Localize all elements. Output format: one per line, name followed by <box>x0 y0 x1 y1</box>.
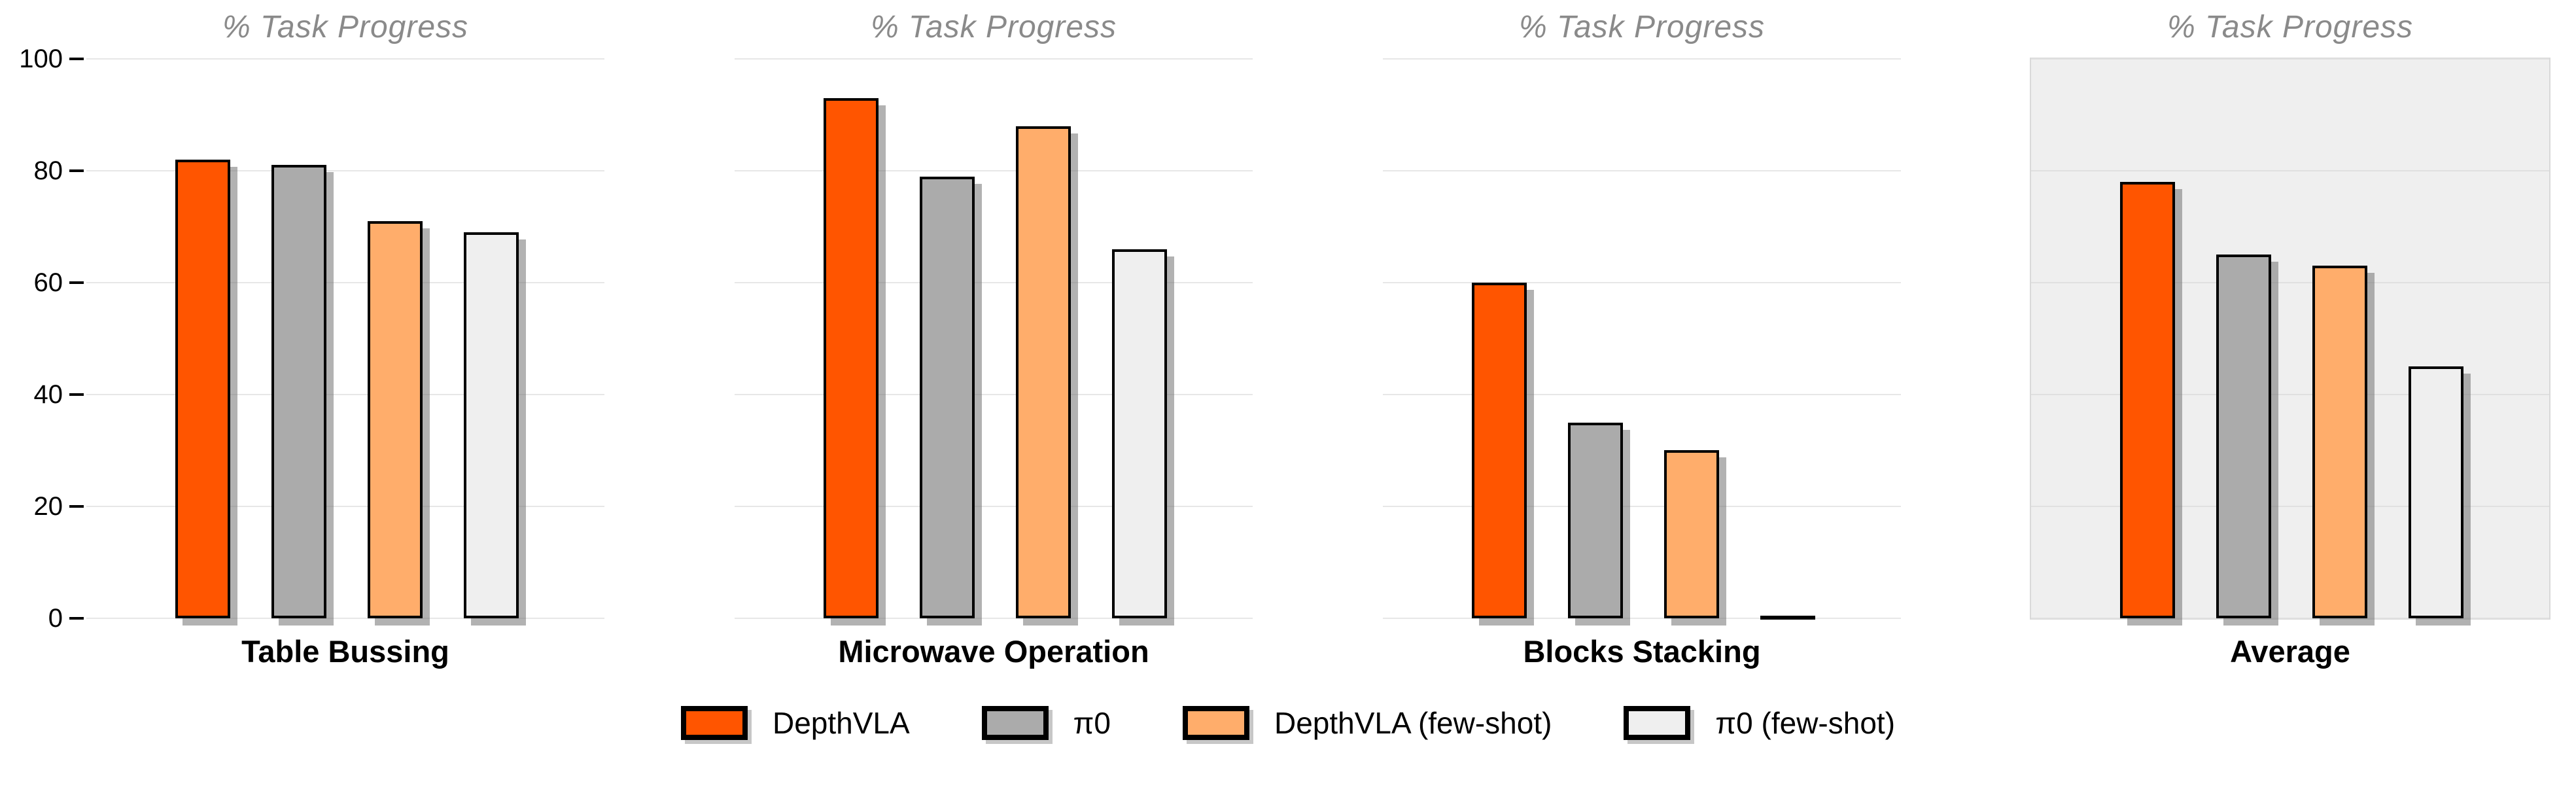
bar-depthvla-table-bussing <box>175 160 230 618</box>
legend-swatch-depthvla <box>680 706 748 740</box>
gridline-100 <box>735 58 1253 60</box>
y-tick-label-0: 0 <box>48 604 63 633</box>
gridline-100 <box>2031 58 2549 60</box>
bar-0-table-bussing <box>271 165 326 618</box>
bar-0-few-shot-microwave-operation <box>1112 249 1167 618</box>
y-tick-label-40: 40 <box>33 380 63 409</box>
y-tick-mark-80 <box>69 169 84 172</box>
gridline-0 <box>735 618 1253 619</box>
x-axis-label-average: Average <box>2230 634 2350 669</box>
bar-depthvla-few-shot-blocks-stacking <box>1664 450 1719 618</box>
gridline-0 <box>2031 618 2549 619</box>
x-axis-label-table-bussing: Table Bussing <box>241 634 449 669</box>
bar-0-blocks-stacking <box>1568 423 1623 618</box>
gridline-100 <box>1383 58 1901 60</box>
legend-item-depthvla: DepthVLA <box>680 705 910 741</box>
gridline-40 <box>1383 394 1901 395</box>
gridline-20 <box>86 506 604 507</box>
y-tick-label-80: 80 <box>33 156 63 185</box>
gridline-40 <box>86 394 604 395</box>
gridline-20 <box>735 506 1253 507</box>
bar-0-few-shot-table-bussing <box>464 232 519 618</box>
panel-blocks-stacking: % Task Progress Blocks Stacking <box>1383 0 1901 687</box>
legend-label-depthvla: DepthVLA <box>772 706 910 740</box>
legend: DepthVLA π0 DepthVLA (few-shot) π0 (few-sho… <box>0 705 2576 741</box>
legend-item-depthvla-few-shot: DepthVLA (few-shot) <box>1183 705 1552 741</box>
legend-label-0: π0 <box>1073 706 1111 740</box>
panel-average: % Task Progress Average <box>2030 0 2550 687</box>
bar-0-average <box>2216 255 2271 618</box>
gridline-60 <box>86 282 604 283</box>
legend-swatch-0-few-shot <box>1624 706 1691 740</box>
gridline-40 <box>735 394 1253 395</box>
y-tick-label-20: 20 <box>33 492 63 521</box>
plot-area-blocks-stacking <box>1383 58 1901 620</box>
legend-label-0-few-shot: π0 (few-shot) <box>1715 706 1896 740</box>
plot-area-average <box>2030 58 2550 620</box>
gridline-80 <box>2031 170 2549 171</box>
panel-title: % Task Progress <box>222 10 469 44</box>
gridline-20 <box>1383 506 1901 507</box>
gridline-0 <box>1383 618 1901 619</box>
bar-depthvla-blocks-stacking <box>1472 283 1527 618</box>
y-tick-mark-60 <box>69 281 84 284</box>
y-tick-label-100: 100 <box>19 44 63 73</box>
bar-0-few-shot-blocks-stacking <box>1760 616 1815 620</box>
y-tick-mark-40 <box>69 393 84 396</box>
gridline-20 <box>2031 506 2549 507</box>
x-axis-label-microwave-operation: Microwave Operation <box>838 634 1149 669</box>
panel-table-bussing: % Task Progress Table Bussing <box>86 0 604 687</box>
gridline-60 <box>735 282 1253 283</box>
gridline-100 <box>86 58 604 60</box>
panel-title: % Task Progress <box>1518 10 1766 44</box>
panel-microwave-operation: % Task Progress Microwave Operation <box>735 0 1253 687</box>
bar-depthvla-average <box>2120 182 2175 618</box>
plot-area-microwave-operation <box>735 58 1253 619</box>
bar-depthvla-few-shot-table-bussing <box>368 221 423 618</box>
bar-depthvla-microwave-operation <box>824 98 879 618</box>
gridline-60 <box>2031 282 2549 283</box>
legend-label-depthvla-few-shot: DepthVLA (few-shot) <box>1274 706 1552 740</box>
panel-title: % Task Progress <box>870 10 1117 44</box>
gridline-80 <box>86 170 604 171</box>
plot-area-table-bussing <box>86 58 604 619</box>
legend-swatch-0 <box>981 706 1049 740</box>
y-tick-mark-0 <box>69 617 84 620</box>
y-tick-label-60: 60 <box>33 268 63 297</box>
gridline-80 <box>1383 170 1901 171</box>
bar-depthvla-few-shot-average <box>2312 266 2367 618</box>
legend-item-0-few-shot: π0 (few-shot) <box>1624 705 1895 741</box>
y-tick-mark-20 <box>69 505 84 508</box>
bar-depthvla-few-shot-microwave-operation <box>1016 126 1071 618</box>
bar-0-microwave-operation <box>920 177 975 618</box>
x-axis-label-blocks-stacking: Blocks Stacking <box>1523 634 1761 669</box>
y-tick-mark-100 <box>69 58 84 60</box>
bar-0-few-shot-average <box>2409 366 2463 618</box>
gridline-60 <box>1383 282 1901 283</box>
panel-title: % Task Progress <box>2167 10 2414 44</box>
gridline-80 <box>735 170 1253 171</box>
gridline-40 <box>2031 394 2549 395</box>
legend-item-0: π0 <box>981 705 1111 741</box>
gridline-0 <box>86 618 604 619</box>
legend-swatch-depthvla-few-shot <box>1183 706 1249 740</box>
